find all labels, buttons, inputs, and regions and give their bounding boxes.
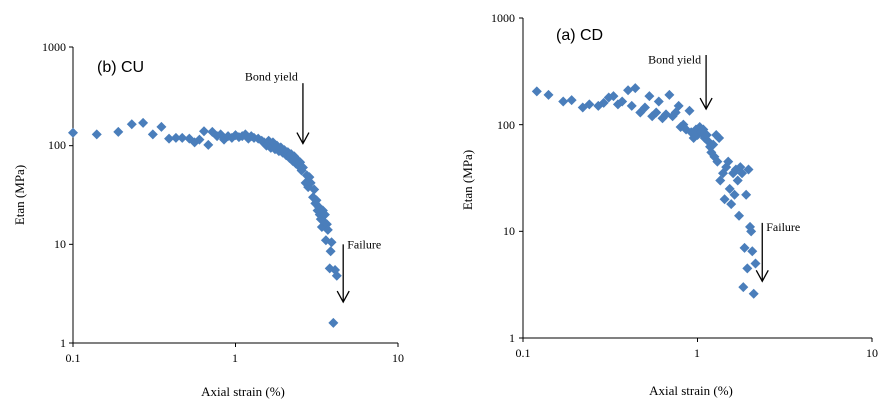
data-point [531,86,542,97]
data-point [566,95,577,106]
data-point [644,91,655,102]
x-tick-label: 1 [694,346,700,360]
data-point [739,242,750,253]
data-point [750,258,761,269]
data-point [297,162,308,173]
data-point [309,184,320,195]
y-tick-label: 10 [503,224,515,238]
data-point [673,100,684,111]
data-point [741,189,752,200]
data-point [331,270,342,281]
data-point [653,96,664,107]
annotation-arrow-head [699,97,713,111]
y-tick-label: 100 [497,118,515,132]
data-point [113,126,124,137]
data-point [639,102,650,113]
x-axis-label: Axial strain (%) [201,384,285,399]
data-point [746,226,757,237]
annotation-arrow-head [755,269,769,283]
data-point [723,156,734,167]
data-point [712,156,723,167]
x-tick-label: 10 [866,346,878,360]
x-tick-label: 0.1 [66,351,81,365]
data-point [719,194,730,205]
data-point [664,89,675,100]
panel-label: (a) CD [556,27,603,44]
y-tick-label: 1000 [42,40,66,54]
y-tick-label: 1000 [491,11,515,25]
x-tick-label: 0.1 [516,346,531,360]
data-point [328,317,339,328]
data-point [651,107,662,118]
data-point [319,209,330,220]
data-point [734,210,745,221]
data-point [726,199,737,210]
data-point [729,189,740,200]
data-point [742,263,753,274]
data-point [177,132,188,143]
data-point [678,119,689,130]
bond-yield-annotation: Bond yield [648,52,701,66]
annotation-arrow-head [296,132,310,145]
y-tick-label: 1 [60,336,66,350]
panel-label: (b) CU [97,59,144,76]
data-point [584,99,595,110]
data-point [170,132,181,143]
data-point [714,132,725,143]
data-point [194,134,205,145]
data-point [203,139,214,150]
bond-yield-annotation: Bond yield [245,70,298,84]
data-point [743,164,754,175]
data-point [138,117,149,128]
data-point [748,288,759,299]
failure-annotation: Failure [347,237,381,251]
data-point [147,129,158,140]
data-point [68,127,78,138]
data-point [199,126,210,137]
y-tick-label: 1 [509,331,515,345]
data-point [156,121,167,132]
data-point [598,97,609,108]
data-point [543,89,554,100]
data-point [164,133,175,144]
x-tick-label: 10 [392,351,404,365]
annotation-arrow-head [336,290,350,304]
y-tick-label: 100 [48,138,66,152]
data-point [126,119,137,130]
data-point [737,168,748,179]
data-point [608,91,619,102]
data-point [738,282,749,293]
y-tick-label: 10 [54,237,66,251]
data-point [747,246,758,257]
y-axis-label: Etan (MPa) [460,150,475,210]
data-point [684,105,695,116]
data-point [305,177,316,188]
data-point [325,246,336,257]
y-axis-label: Etan (MPa) [12,165,27,225]
data-point [732,175,743,186]
data-point [623,85,634,96]
x-axis-label: Axial strain (%) [649,383,733,398]
data-point [724,183,735,194]
failure-annotation: Failure [766,220,800,234]
data-point [326,237,337,248]
data-point [322,224,333,235]
data-point [558,96,569,107]
data-point [708,139,719,150]
data-point [626,100,637,111]
panel-cu: 1000 100 10 1 0.1 1 10 Axial strain (%) … [12,40,404,399]
data-point [91,129,102,140]
panel-cd: 1000 100 10 1 0.1 1 10 Axial strain (%) … [460,11,878,398]
data-point [630,83,641,94]
x-tick-label: 1 [232,351,238,365]
data-point [617,96,628,107]
